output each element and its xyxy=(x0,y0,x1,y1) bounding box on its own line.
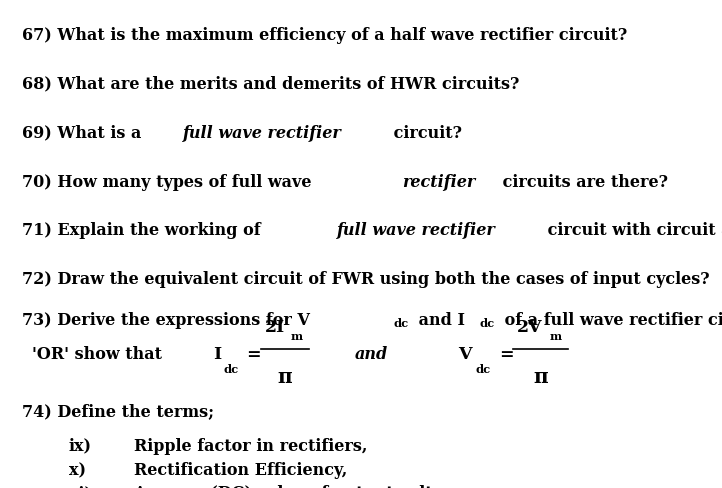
Text: of a full wave rectifier circuit.: of a full wave rectifier circuit. xyxy=(499,311,722,328)
Text: circuit with circuit and waveforms.: circuit with circuit and waveforms. xyxy=(542,222,722,239)
Text: x): x) xyxy=(69,461,86,478)
Text: 73) Derive the expressions for V: 73) Derive the expressions for V xyxy=(22,311,310,328)
Text: π: π xyxy=(277,366,292,386)
Text: 'OR' show that: 'OR' show that xyxy=(32,346,162,362)
Text: full wave rectifier: full wave rectifier xyxy=(337,222,495,239)
Text: 2I: 2I xyxy=(265,319,284,335)
Text: ix): ix) xyxy=(69,437,92,454)
Text: dc: dc xyxy=(476,363,491,374)
Text: dc: dc xyxy=(479,317,495,328)
Text: V: V xyxy=(458,346,472,362)
Text: 71) Explain the working of: 71) Explain the working of xyxy=(22,222,266,239)
Text: circuit?: circuit? xyxy=(388,124,462,142)
Text: 69) What is a: 69) What is a xyxy=(22,124,147,142)
Text: Rectification Efficiency,: Rectification Efficiency, xyxy=(134,461,347,478)
Text: m: m xyxy=(550,330,562,341)
Text: =: = xyxy=(247,346,261,362)
Text: and: and xyxy=(355,346,388,362)
Text: 68) What are the merits and demerits of HWR circuits?: 68) What are the merits and demerits of … xyxy=(22,76,519,93)
Text: rectifier: rectifier xyxy=(402,173,476,190)
Text: I: I xyxy=(213,346,221,362)
Text: dc: dc xyxy=(224,363,238,374)
Text: m: m xyxy=(291,330,303,341)
Text: 72) Draw the equivalent circuit of FWR using both the cases of input cycles?: 72) Draw the equivalent circuit of FWR u… xyxy=(22,271,709,288)
Text: and I: and I xyxy=(413,311,465,328)
Text: π: π xyxy=(534,366,548,386)
Text: dc: dc xyxy=(393,317,408,328)
Text: 74) Define the terms;: 74) Define the terms; xyxy=(22,403,214,420)
Text: Ripple factor in rectifiers,: Ripple factor in rectifiers, xyxy=(134,437,367,454)
Text: 2V: 2V xyxy=(517,319,542,335)
Text: 67) What is the maximum efficiency of a half wave rectifier circuit?: 67) What is the maximum efficiency of a … xyxy=(22,27,627,44)
Text: xi): xi) xyxy=(69,484,92,488)
Text: =: = xyxy=(499,346,513,362)
Text: Average (DC) value of output voltage,: Average (DC) value of output voltage, xyxy=(134,484,471,488)
Text: 70) How many types of full wave: 70) How many types of full wave xyxy=(22,173,317,190)
Text: circuits are there?: circuits are there? xyxy=(497,173,668,190)
Text: full wave rectifier: full wave rectifier xyxy=(183,124,342,142)
